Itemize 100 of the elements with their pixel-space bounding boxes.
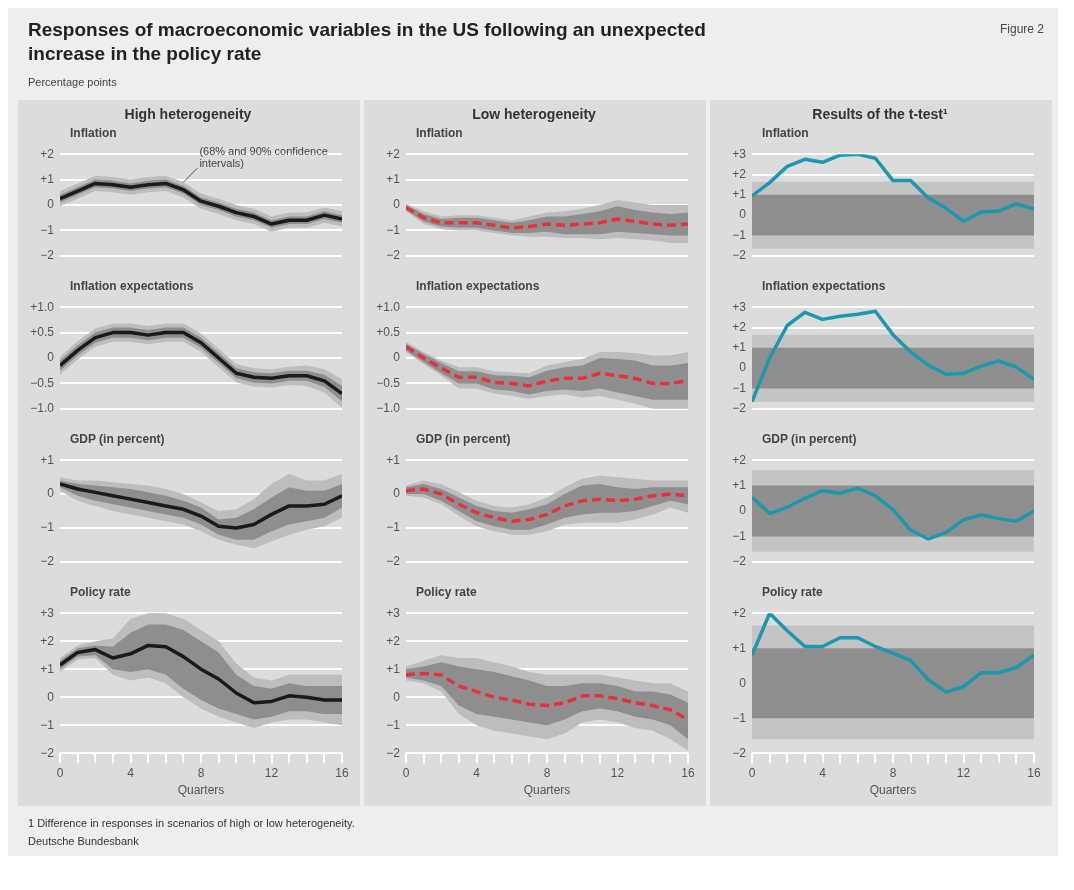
x-tick-label: 16 [335, 765, 349, 780]
chart-title: Policy rate [69, 585, 132, 600]
y-tick-label: 0 [47, 486, 55, 501]
x-tick-label: 12 [956, 765, 971, 780]
x-tick-label: 4 [473, 765, 481, 780]
y-tick-label: +1 [386, 452, 401, 467]
chart-title: Policy rate [761, 585, 824, 600]
y-tick-label: −2 [40, 248, 55, 263]
text: Percentage points [28, 76, 118, 88]
y-tick-label: 0 [47, 689, 55, 704]
y-tick-label: +2 [732, 166, 747, 181]
y-tick-label: 0 [739, 503, 747, 518]
y-tick-label: −1.0 [30, 401, 55, 416]
y-tick-label: −1 [40, 222, 55, 237]
y-tick-label: 0 [393, 486, 401, 501]
x-tick-label: 8 [543, 765, 551, 780]
y-tick-label: +1 [732, 340, 747, 355]
chart-title: GDP (in percent) [415, 432, 512, 447]
chart-subtitle: Inflation [69, 126, 118, 141]
y-tick-label: +3 [732, 299, 747, 314]
x-tick-label: 16 [1027, 765, 1041, 780]
x-axis-title: Quarters [523, 783, 571, 798]
y-tick-label: +3 [732, 146, 747, 161]
y-tick-label: 0 [47, 350, 55, 365]
y-tick-label: +1 [732, 477, 747, 492]
y-tick-label: −2 [732, 401, 747, 416]
chart-title: High heterogeneity [123, 106, 253, 124]
y-tick-label: +1.0 [30, 299, 55, 314]
y-tick-label: −2 [732, 248, 747, 263]
chart-title: Results of the t-test¹ [811, 106, 949, 124]
y-tick-label: +0.5 [30, 324, 55, 339]
x-tick-label: 8 [889, 765, 897, 780]
y-tick-label: +1 [40, 661, 55, 676]
chart-title: Policy rate [415, 585, 478, 600]
chart-title: Low heterogeneity [471, 106, 597, 124]
y-tick-label: 0 [47, 197, 55, 212]
x-axis-title: Quarters [869, 783, 917, 798]
chart-title: GDP (in percent) [761, 432, 858, 447]
y-tick-label: +2 [40, 146, 55, 161]
y-tick-label: −1 [40, 520, 55, 535]
chart-title: Inflation expectations [69, 279, 195, 294]
y-tick-label: +2 [40, 633, 55, 648]
text: 1 Difference in responses in scenarios of high or low heterogeneity. [28, 816, 356, 831]
text: Responses of macroeconomic variables in the US following an unexpected increase in the policy rate [28, 18, 707, 66]
line-series [406, 671, 688, 722]
y-tick-label: −1.0 [376, 401, 401, 416]
x-tick-label: 8 [197, 765, 205, 780]
x-tick-label: 4 [127, 765, 135, 780]
y-tick-label: −2 [732, 745, 747, 760]
y-tick-label: 0 [393, 197, 401, 212]
y-tick-label: +1.0 [376, 299, 401, 314]
y-tick-label: +0.5 [376, 324, 401, 339]
y-tick-label: −2 [40, 745, 55, 760]
x-tick-label: 12 [264, 765, 279, 780]
x-tick-label: 12 [610, 765, 625, 780]
y-tick-label: −2 [40, 554, 55, 569]
y-tick-label: +2 [386, 146, 401, 161]
y-tick-label: +3 [386, 605, 401, 620]
y-tick-label: +1 [732, 640, 747, 655]
chart-subtitle: Inflation [761, 126, 810, 141]
y-tick-label: +1 [386, 661, 401, 676]
y-tick-label: −1 [40, 717, 55, 732]
y-tick-label: +2 [732, 452, 747, 467]
y-tick-label: −2 [386, 745, 401, 760]
y-tick-label: −1 [386, 222, 401, 237]
y-tick-label: −1 [386, 520, 401, 535]
x-axis-title: Quarters [177, 783, 225, 798]
x-tick-label: 16 [681, 765, 695, 780]
y-tick-label: −1 [386, 717, 401, 732]
chart-title: GDP (in percent) [69, 432, 166, 447]
y-tick-label: −2 [386, 554, 401, 569]
chart-title: Inflation expectations [415, 279, 541, 294]
chart-title: Inflation expectations [761, 279, 887, 294]
x-tick-label: 4 [819, 765, 827, 780]
y-tick-label: +2 [732, 319, 747, 334]
y-tick-label: −0.5 [376, 375, 401, 390]
y-tick-label: +1 [40, 452, 55, 467]
chart-subtitle: Inflation [415, 126, 464, 141]
y-tick-label: −0.5 [30, 375, 55, 390]
y-tick-label: 0 [739, 207, 747, 222]
y-tick-label: −1 [732, 528, 747, 543]
y-tick-label: +1 [386, 171, 401, 186]
annotation: (68% and 90% confidence intervals) [199, 144, 328, 169]
caption: Figure 2 [999, 22, 1044, 36]
line-series [406, 205, 688, 230]
y-tick-label: −1 [732, 227, 747, 242]
y-tick-label: −1 [732, 380, 747, 395]
y-tick-label: +2 [732, 605, 747, 620]
text: Deutsche Bundesbank [28, 834, 140, 849]
y-tick-label: 0 [739, 360, 747, 375]
y-tick-label: −1 [732, 710, 747, 725]
y-tick-label: 0 [739, 675, 747, 690]
y-tick-label: +1 [40, 171, 55, 186]
y-tick-label: −2 [386, 248, 401, 263]
y-tick-label: +1 [732, 187, 747, 202]
y-tick-label: −2 [732, 554, 747, 569]
y-tick-label: 0 [393, 350, 401, 365]
y-tick-label: +3 [40, 605, 55, 620]
y-tick-label: +2 [386, 633, 401, 648]
y-tick-label: 0 [393, 689, 401, 704]
